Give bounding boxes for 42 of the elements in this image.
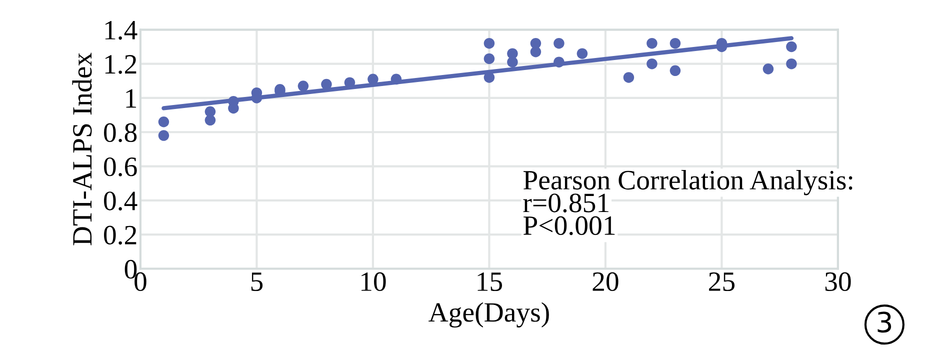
point (158, 130, 170, 141)
y-tick-label: 1.2 (105, 55, 136, 74)
x-tick-label: 5 (251, 272, 263, 292)
x-tick-label: 20 (592, 272, 618, 292)
annotation: r=0.851 (523, 194, 608, 212)
point (321, 78, 332, 90)
point (623, 72, 634, 83)
point (576, 48, 588, 59)
point (298, 80, 309, 92)
x-tick-label: 30 (825, 272, 851, 292)
point (670, 65, 681, 76)
x-axis-title: Age(Days) (428, 302, 549, 328)
y-tick-label: 1 (126, 89, 136, 108)
y-tick-label: 0.4 (104, 192, 138, 210)
y-tick-label: 0 (124, 260, 137, 279)
y-tick-label: 0.2 (104, 226, 136, 245)
point (484, 38, 495, 49)
annotation: P<0.001 (523, 216, 615, 236)
point (786, 41, 797, 52)
y-tick-label: 1.4 (105, 20, 138, 40)
point (484, 72, 495, 83)
point (786, 58, 797, 70)
y-tick-label: 0.8 (104, 123, 137, 142)
y-axis-title: DTI-ALPS Index (72, 52, 92, 246)
point (507, 56, 518, 68)
point (670, 38, 681, 49)
point (554, 38, 564, 49)
x-tick-label: 10 (362, 272, 386, 292)
point (762, 64, 774, 74)
point (646, 58, 658, 70)
point (484, 53, 495, 64)
x-tick-label: 25 (709, 272, 735, 292)
point (368, 74, 378, 85)
y-tick-label: 0.6 (104, 157, 137, 176)
point (390, 74, 402, 85)
point (646, 38, 658, 49)
point (554, 56, 564, 68)
point (204, 114, 216, 126)
point (530, 46, 542, 58)
x-tick-label: 15 (478, 272, 502, 292)
text: 3 (878, 312, 892, 333)
point (158, 116, 170, 128)
